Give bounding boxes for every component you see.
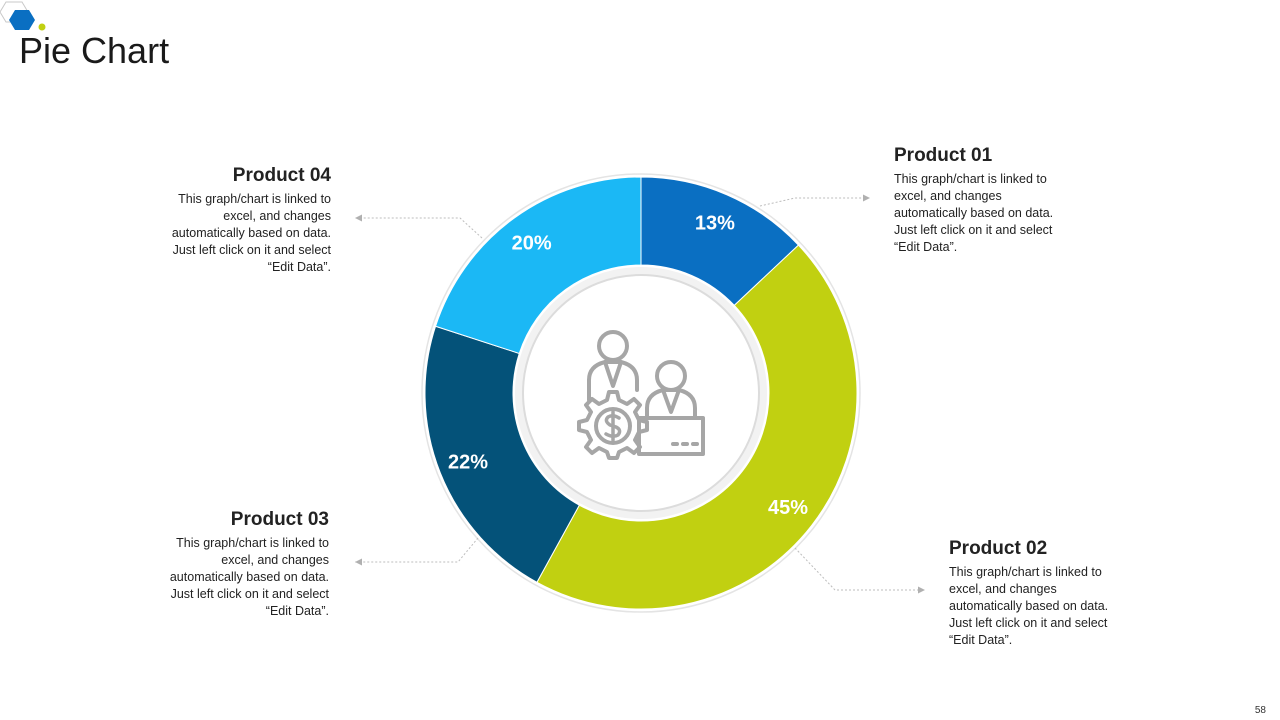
connector-product-03-arrowhead: [355, 558, 362, 566]
slice-product-02: [536, 244, 858, 610]
connector-product-02: [794, 547, 925, 591]
callout-product-02: Product 02 This graph/chart is linked to…: [949, 538, 1119, 649]
callout-heading: Product 03: [230, 509, 329, 530]
slice-product-04: [434, 176, 642, 355]
callout-heading: Product 04: [232, 165, 331, 186]
slice-label: 22%: [448, 451, 488, 473]
logo-dot-green: [38, 23, 46, 31]
connector-product-01-arrowhead: [863, 194, 870, 202]
callout-description: This graph/chart is linked to excel, and…: [171, 192, 331, 274]
outer-ring: [421, 173, 861, 613]
callout-description: This graph/chart is linked to excel, and…: [949, 565, 1109, 647]
callout-product-01: Product 01 This graph/chart is linked to…: [894, 145, 1064, 256]
callout-product-04: Product 04 This graph/chart is linked to…: [161, 165, 331, 276]
callout-description: This graph/chart is linked to excel, and…: [894, 172, 1054, 254]
slice-label: 13%: [695, 212, 735, 234]
slice-label: 20%: [512, 233, 552, 255]
connector-product-01: [759, 197, 870, 207]
connector-product-04-arrowhead: [355, 214, 362, 222]
logo-icon: [0, 1, 46, 31]
callout-heading: Product 01: [894, 145, 993, 166]
slice-product-03: [424, 325, 581, 583]
callout-heading: Product 02: [949, 538, 1048, 559]
callout-product-03: Product 03 This graph/chart is linked to…: [159, 509, 329, 620]
slice-label: 45%: [768, 497, 808, 519]
slide-number: 58: [1254, 705, 1266, 716]
connector-product-02-arrowhead: [918, 586, 925, 594]
connector-product-04: [355, 217, 483, 239]
business-people-with-dollar-gear-icon: [577, 330, 705, 460]
callout-description: This graph/chart is linked to excel, and…: [169, 536, 329, 618]
logo-hexagon-blue: [9, 10, 35, 30]
connector-product-03: [355, 537, 479, 563]
page-title: Pie Chart: [19, 30, 170, 71]
